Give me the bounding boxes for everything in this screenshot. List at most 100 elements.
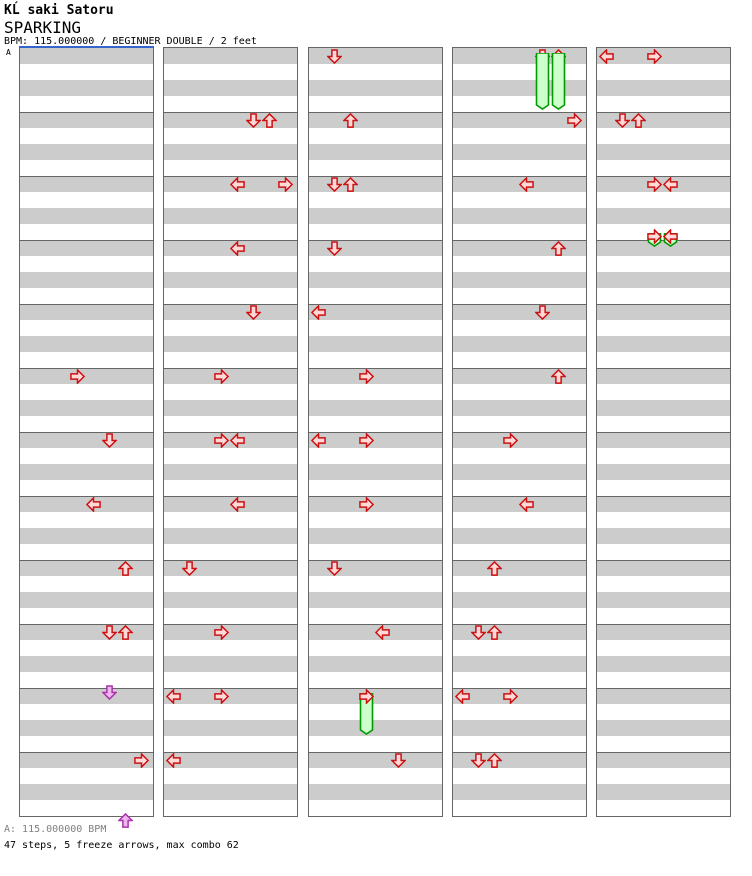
step-arrow-down-icon [470, 625, 486, 640]
measure-line [597, 304, 730, 305]
measure-line [309, 688, 442, 689]
chart-column [163, 47, 298, 817]
measure-line [20, 432, 153, 433]
measure-line [309, 432, 442, 433]
step-arrow-right-icon [502, 433, 518, 448]
step-arrow-left-icon [518, 177, 534, 192]
step-arrow-right-icon [213, 369, 229, 384]
step-arrow-up-icon [550, 241, 566, 256]
step-arrow-left-icon [598, 49, 614, 64]
measure-line [309, 304, 442, 305]
measure-line [453, 112, 586, 113]
step-arrow-down-icon [101, 685, 117, 700]
measure-line [453, 560, 586, 561]
step-arrow-right-icon [502, 689, 518, 704]
step-arrow-right-icon [358, 369, 374, 384]
measure-line [164, 624, 297, 625]
step-arrow-down-icon [470, 753, 486, 768]
step-arrow-left-icon [165, 689, 181, 704]
step-arrow-down-icon [101, 433, 117, 448]
measure-line [164, 112, 297, 113]
measure-line [164, 176, 297, 177]
measure-line [164, 432, 297, 433]
step-arrow-right-icon [358, 497, 374, 512]
measure-line [597, 176, 730, 177]
measure-line [597, 752, 730, 753]
step-arrow-left-icon [454, 689, 470, 704]
step-arrow-down-icon [534, 305, 550, 320]
measure-line [309, 496, 442, 497]
step-arrow-up-icon [630, 113, 646, 128]
step-arrow-left-icon [662, 177, 678, 192]
measure-line [597, 112, 730, 113]
measure-line [309, 752, 442, 753]
bpm-footer: A: 115.000000 BPM [4, 824, 107, 835]
measure-line [453, 624, 586, 625]
step-arrow-left-icon [229, 433, 245, 448]
step-arrow-left-icon [374, 625, 390, 640]
measure-line [597, 560, 730, 561]
step-arrow-down-icon [245, 113, 261, 128]
step-arrow-down-icon [390, 753, 406, 768]
measure-line [164, 368, 297, 369]
measure-line [309, 368, 442, 369]
measure-line [309, 560, 442, 561]
measure-line [20, 688, 153, 689]
measure-line [164, 240, 297, 241]
step-arrow-left-icon [165, 753, 181, 768]
step-arrow-up-icon [261, 113, 277, 128]
step-arrow-left-icon [662, 229, 678, 244]
bpm-marker-label: A [6, 48, 11, 57]
step-arrow-up-icon [342, 177, 358, 192]
step-arrow-down-icon [326, 561, 342, 576]
chart-column [452, 47, 587, 817]
step-arrow-down-icon [614, 113, 630, 128]
step-arrow-right-icon [69, 369, 85, 384]
measure-line [20, 752, 153, 753]
step-arrow-right-icon [133, 753, 149, 768]
step-arrow-right-icon [358, 689, 374, 704]
measure-line [309, 624, 442, 625]
measure-line [597, 368, 730, 369]
measure-line [453, 432, 586, 433]
freeze-tail [535, 53, 550, 110]
step-arrow-left-icon [310, 305, 326, 320]
step-arrow-left-icon [229, 177, 245, 192]
measure-line [453, 304, 586, 305]
step-arrow-right-icon [358, 433, 374, 448]
step-arrow-down-icon [326, 241, 342, 256]
measure-line [309, 240, 442, 241]
step-arrow-right-icon [646, 177, 662, 192]
step-arrow-down-icon [245, 305, 261, 320]
measure-line [597, 624, 730, 625]
step-arrow-left-icon [310, 433, 326, 448]
step-arrow-right-icon [277, 177, 293, 192]
step-arrow-down-icon [326, 177, 342, 192]
step-arrow-up-icon [117, 813, 133, 828]
measure-line [164, 752, 297, 753]
measure-line [453, 752, 586, 753]
measure-line [20, 368, 153, 369]
step-arrow-right-icon [213, 689, 229, 704]
song-title: SPARKING [4, 18, 82, 37]
freeze-tail [551, 53, 566, 110]
step-arrow-left-icon [518, 497, 534, 512]
measure-line [164, 304, 297, 305]
chart-info-line: BPM: 115.000000 / BEGINNER DOUBLE / 2 fe… [4, 36, 257, 47]
step-arrow-down-icon [181, 561, 197, 576]
measure-line [453, 368, 586, 369]
measure-line [164, 688, 297, 689]
step-arrow-up-icon [117, 561, 133, 576]
step-arrow-up-icon [486, 561, 502, 576]
step-arrow-left-icon [85, 497, 101, 512]
step-arrow-up-icon [342, 113, 358, 128]
measure-line [164, 496, 297, 497]
bpm-marker-line [19, 46, 154, 48]
measure-line [453, 176, 586, 177]
measure-line [20, 112, 153, 113]
chart-column [19, 47, 154, 828]
step-arrow-left-icon [229, 497, 245, 512]
measure-line [20, 176, 153, 177]
measure-line [597, 432, 730, 433]
